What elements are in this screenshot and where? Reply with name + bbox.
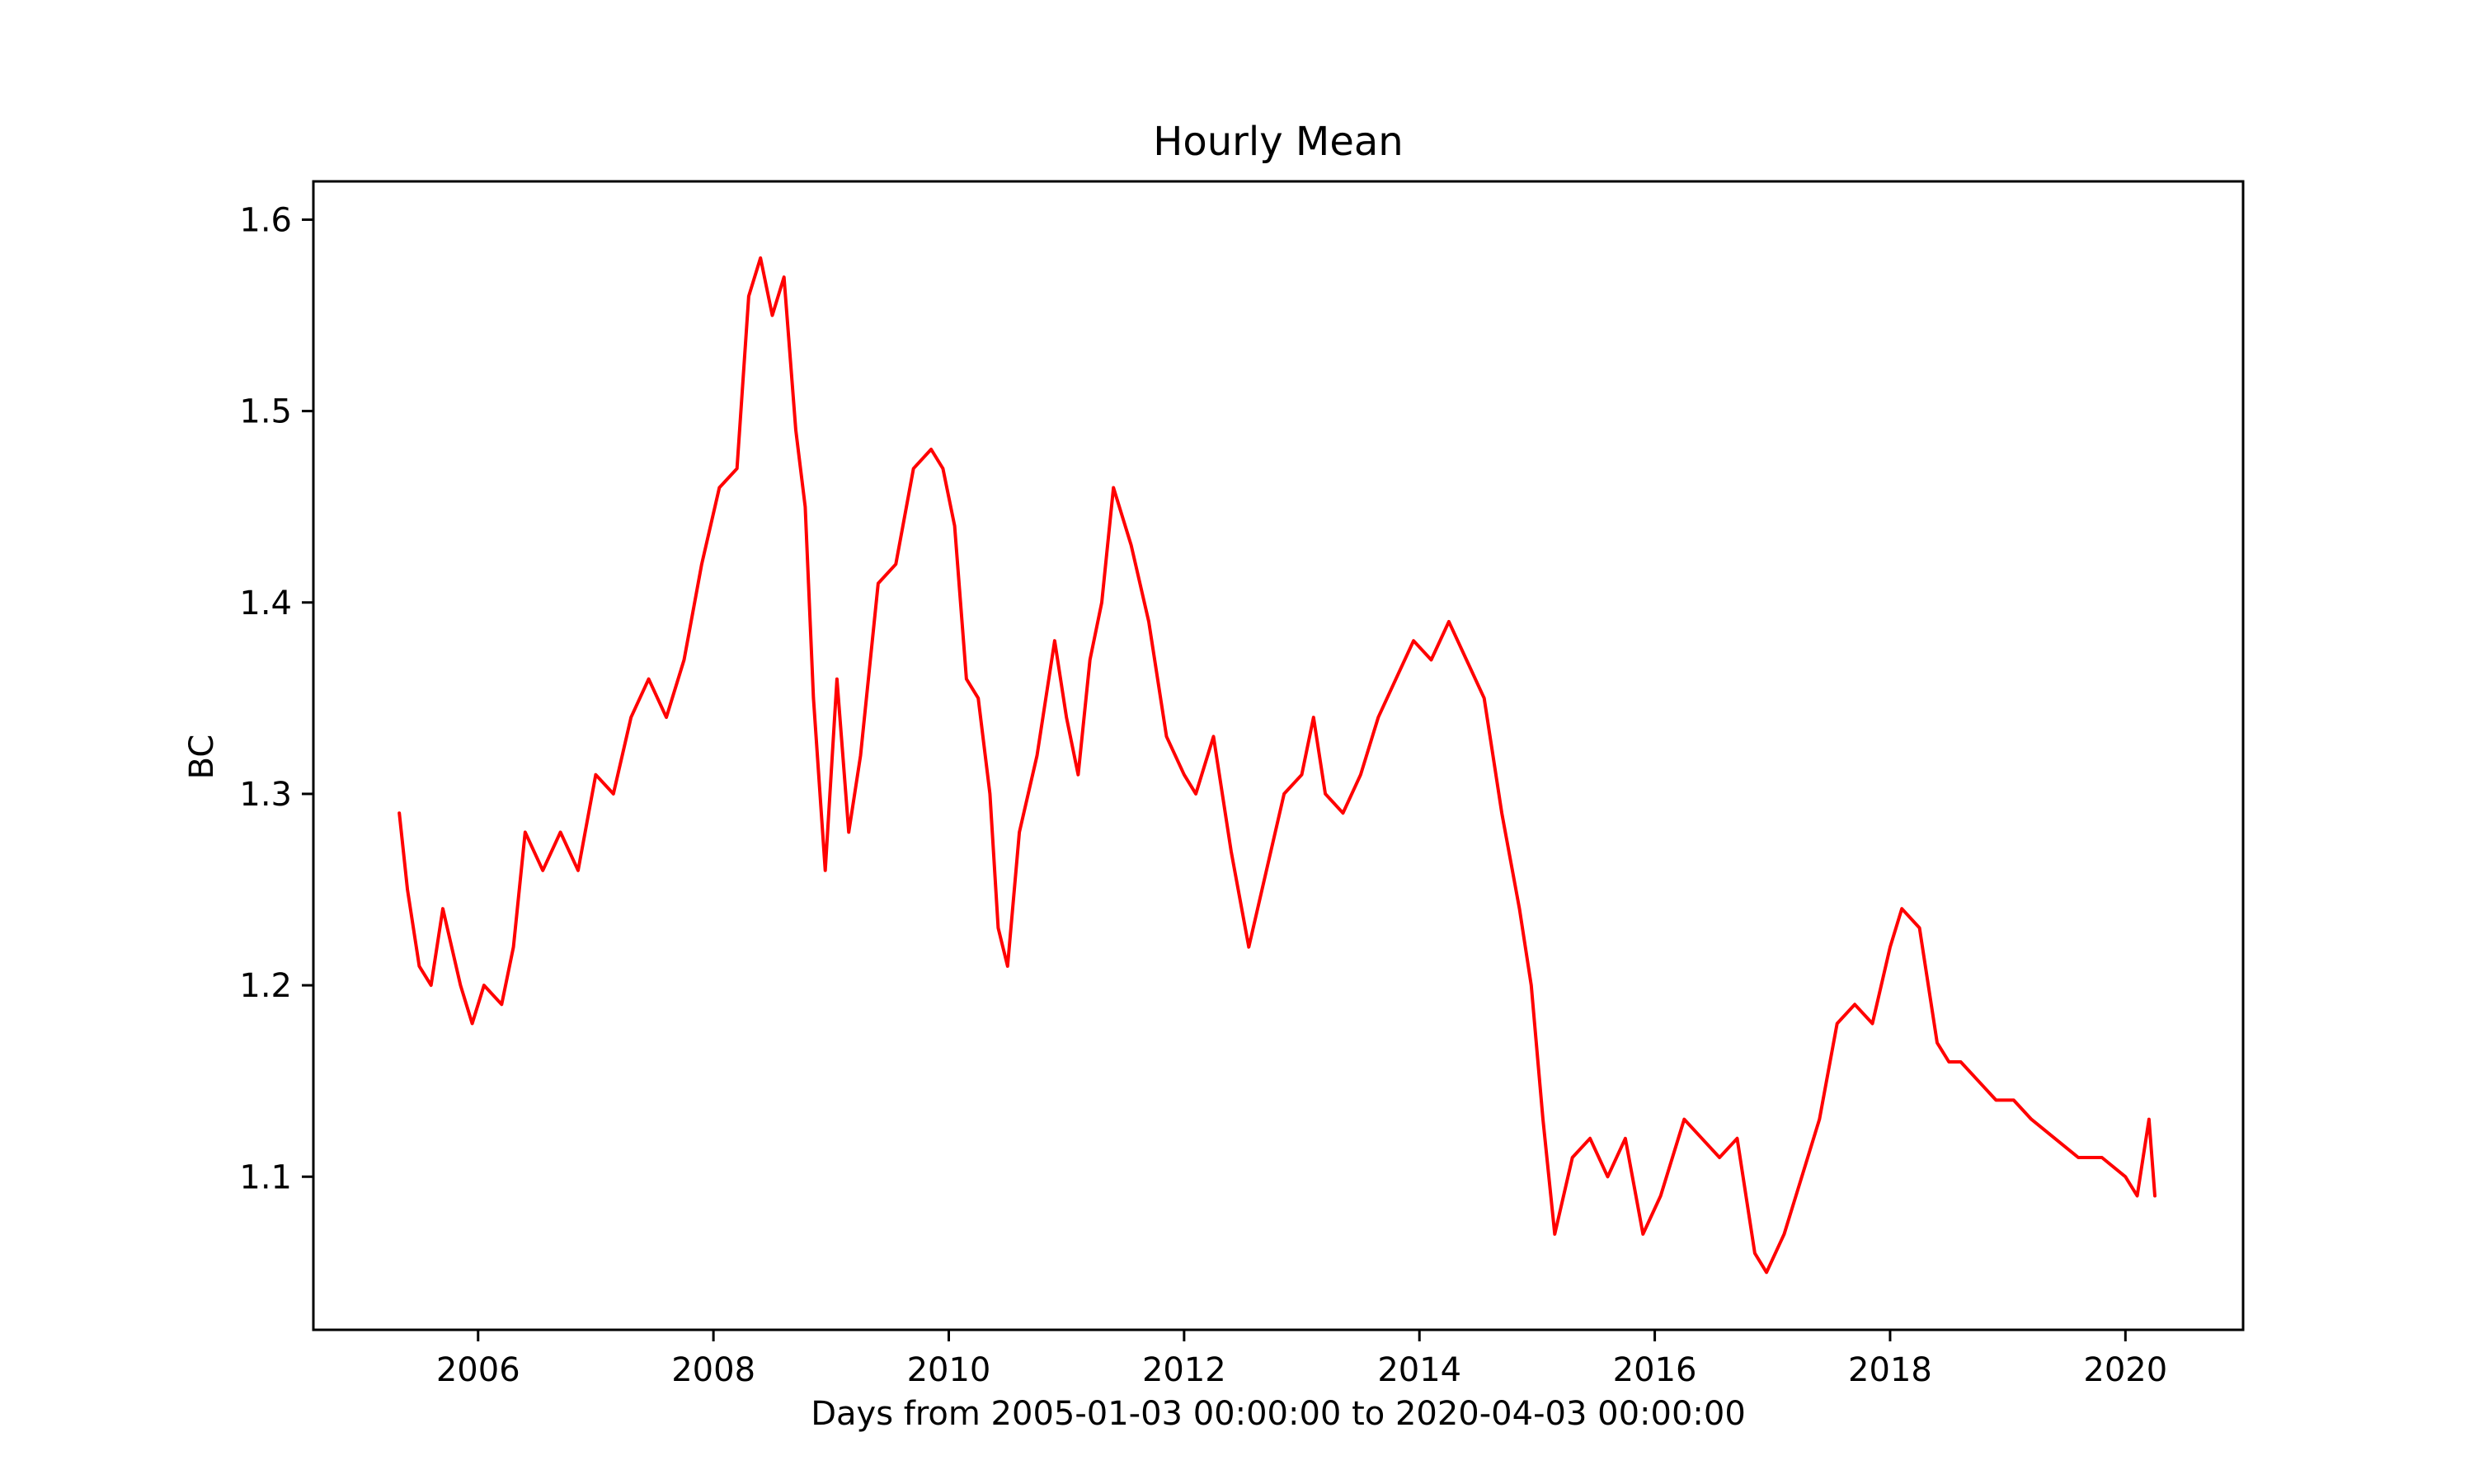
plot-frame [312,180,2245,1331]
x-tick-label: 2008 [671,1351,755,1389]
x-tick-label: 2010 [907,1351,991,1389]
x-tick-label: 2016 [1613,1351,1697,1389]
x-tick-label: 2014 [1377,1351,1461,1389]
y-tick-label: 1.6 [239,201,292,239]
y-tick-label: 1.1 [239,1158,292,1196]
y-axis-label: BC [183,735,221,780]
series-line-0 [397,256,2157,1275]
x-tick-label: 2020 [2083,1351,2167,1389]
chart-title: Hourly Mean [1153,119,1403,165]
x-axis-ticks: 2006 2008 2010 2012 2014 2016 2018 2020 [436,1330,2167,1389]
y-tick-label: 1.4 [239,585,292,622]
x-tick-label: 2018 [1848,1351,1932,1389]
y-tick-label: 1.5 [239,393,292,431]
x-tick-label: 2012 [1142,1351,1226,1389]
y-tick-label: 1.2 [239,967,292,1005]
y-tick-label: 1.3 [239,776,292,814]
x-tick-label: 2006 [436,1351,520,1389]
y-axis-ticks: 1.1 1.2 1.3 1.4 1.5 1.6 [239,201,313,1196]
x-axis-label: Days from 2005-01-03 00:00:00 to 2020-04… [811,1395,1746,1433]
